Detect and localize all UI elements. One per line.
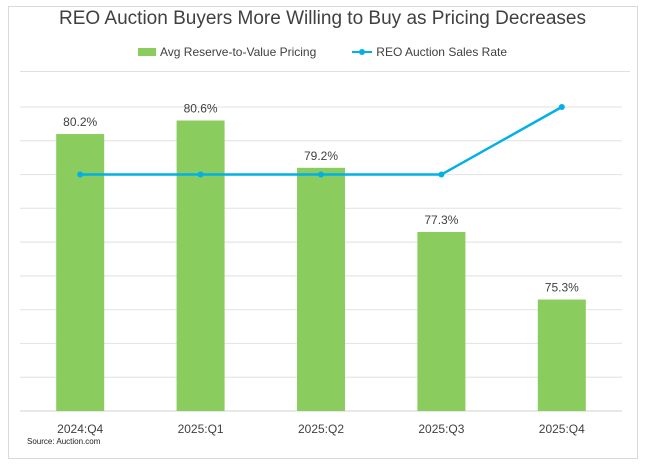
sales-rate-point <box>318 171 324 178</box>
x-tick-label: 2025:Q3 <box>418 422 464 436</box>
chart-title: REO Auction Buyers More Willing to Buy a… <box>59 8 586 29</box>
source-note: Source: Auction.com <box>27 437 101 446</box>
bar-data-label: 75.3% <box>545 281 579 295</box>
sales-rate-point <box>438 171 445 178</box>
legend-item-line: REO Auction Sales Rate <box>352 45 507 59</box>
sales-rate-point <box>197 171 204 178</box>
legend-label-bars: Avg Reserve-to-Value Pricing <box>159 45 317 59</box>
sales-rate-point <box>77 171 84 178</box>
x-tick-label: 2025:Q4 <box>539 422 585 436</box>
bar <box>417 231 466 411</box>
bar <box>176 120 225 411</box>
sales-rate-point <box>558 104 565 110</box>
x-tick-label: 2025:Q1 <box>178 422 224 436</box>
bar <box>56 134 105 411</box>
bar-data-label: 77.3% <box>424 213 458 227</box>
x-tick-label: 2025:Q2 <box>298 422 344 436</box>
legend-line-marker-icon <box>352 49 373 55</box>
bar <box>297 167 345 411</box>
bar <box>537 299 586 411</box>
x-tick-label: 2024:Q4 <box>57 422 103 436</box>
legend-bar-swatch-icon <box>137 48 156 56</box>
legend: Avg Reserve-to-Value Pricing REO Auction… <box>0 45 645 59</box>
legend-label-line: REO Auction Sales Rate <box>376 45 508 59</box>
legend-separator <box>20 71 630 72</box>
legend-item-bars: Avg Reserve-to-Value Pricing <box>137 45 317 59</box>
bar-data-label: 80.2% <box>63 115 97 129</box>
bar-data-label: 80.6% <box>184 102 218 116</box>
bar-data-label: 79.2% <box>304 149 338 163</box>
